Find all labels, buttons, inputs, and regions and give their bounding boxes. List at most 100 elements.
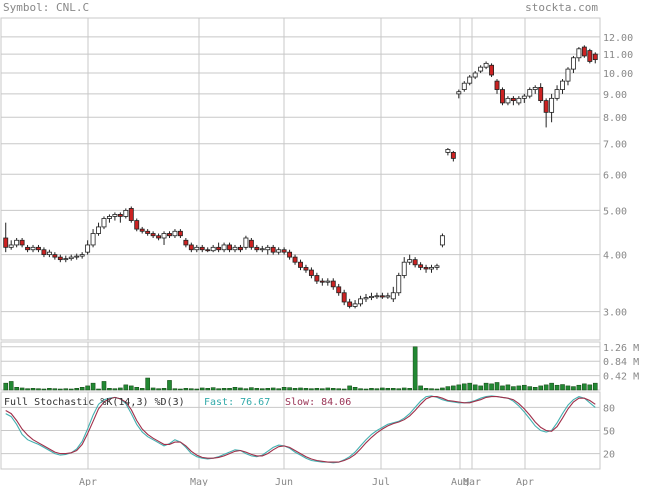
volume-bar [423, 388, 429, 391]
price-tick-label: 4.00 [603, 251, 627, 262]
candle-body [532, 87, 538, 90]
volume-bar [363, 388, 369, 391]
candle-body [106, 216, 112, 219]
price-tick-label: 7.00 [603, 140, 627, 151]
volume-bar [68, 388, 74, 391]
volume-bar [478, 385, 483, 391]
volume-bar [205, 388, 210, 391]
volume-bar [243, 388, 249, 391]
volume-tick-label: 0.84 M [603, 357, 639, 368]
candle-body [232, 246, 238, 251]
volume-bars [3, 346, 598, 391]
volume-bar [543, 384, 549, 391]
candle-body [46, 251, 52, 256]
candle-body [385, 295, 391, 298]
candle-body [445, 149, 451, 153]
stochastic-slow-line [5, 396, 596, 463]
volume-bar [341, 388, 347, 391]
candle-body [194, 246, 200, 251]
volume-bar [232, 387, 238, 391]
volume-bar [325, 387, 331, 391]
candle-body [521, 95, 527, 99]
candle-body [527, 89, 533, 97]
volume-tick-label: 0.42 M [603, 372, 639, 383]
volume-bar [14, 387, 19, 391]
volume-bar [85, 385, 90, 391]
volume-bar [238, 387, 243, 391]
candle-body [30, 246, 36, 251]
candle-body [303, 267, 309, 271]
volume-bar [96, 388, 101, 391]
volume-bar [36, 388, 41, 391]
volume-bar [352, 387, 358, 391]
candle-body [150, 233, 156, 237]
price-tick-label: 5.00 [603, 206, 627, 217]
volume-bar [330, 388, 336, 391]
volume-bar [227, 388, 232, 391]
candle-body [36, 246, 41, 251]
candle-body [41, 249, 47, 256]
candle-body [101, 218, 107, 228]
candle-body [199, 246, 205, 251]
candle-body [79, 254, 85, 257]
candle-body [183, 239, 189, 246]
volume-bar [259, 388, 265, 391]
volume-bar [276, 388, 281, 391]
volume-bar [445, 386, 451, 391]
candle-body [52, 254, 58, 258]
candle-body [489, 64, 495, 76]
volume-bar [440, 387, 445, 391]
candle-body [581, 46, 587, 57]
stochastic-slow-label: Slow: 84.06 [285, 397, 351, 408]
volume-bar [396, 388, 402, 391]
stochastic-fast-label: Fast: 76.67 [204, 397, 270, 408]
volume-bar [336, 388, 342, 391]
volume-bar [358, 388, 363, 391]
candle-body [177, 230, 183, 237]
volume-bar [467, 382, 473, 391]
volume-bar [298, 387, 303, 391]
candle-body [57, 256, 63, 261]
candle-body [74, 255, 80, 258]
volume-bar [303, 388, 309, 391]
volume-bar [150, 387, 156, 391]
candle-body [117, 214, 123, 217]
volume-bar [391, 388, 396, 391]
volume-bar [3, 382, 9, 391]
candle-body [390, 292, 396, 300]
candle-body [401, 261, 407, 276]
candle-body [188, 244, 194, 251]
volume-bar [314, 388, 320, 391]
volume-bar [194, 388, 200, 391]
volume-bar [309, 388, 314, 391]
price-tick-label: 8.00 [603, 113, 627, 124]
candle-body [434, 265, 440, 268]
volume-bar [571, 386, 576, 391]
candle-body [308, 269, 314, 276]
volume-bar [347, 385, 352, 391]
volume-bar [320, 388, 325, 391]
month-tick-label: Apr [516, 477, 534, 486]
candle-body [8, 244, 14, 248]
volume-bar [265, 388, 271, 391]
candle-body [134, 220, 140, 230]
volume-bar [139, 388, 145, 391]
candle-body [554, 89, 560, 99]
volume-bar [118, 387, 123, 391]
candle-body [369, 295, 374, 299]
volume-bar [216, 388, 221, 391]
volume-bar [549, 382, 554, 391]
volume-bar [412, 346, 418, 391]
volume-bar [254, 388, 260, 391]
volume-bar [385, 388, 391, 391]
price-candles [3, 45, 598, 309]
candle-body [396, 275, 402, 294]
candle-body [423, 267, 429, 270]
stochastic-tick-label: 50 [603, 427, 615, 438]
volume-bar [101, 381, 107, 391]
candle-body [96, 226, 101, 234]
candle-body [259, 248, 265, 251]
volume-bar [58, 388, 63, 391]
